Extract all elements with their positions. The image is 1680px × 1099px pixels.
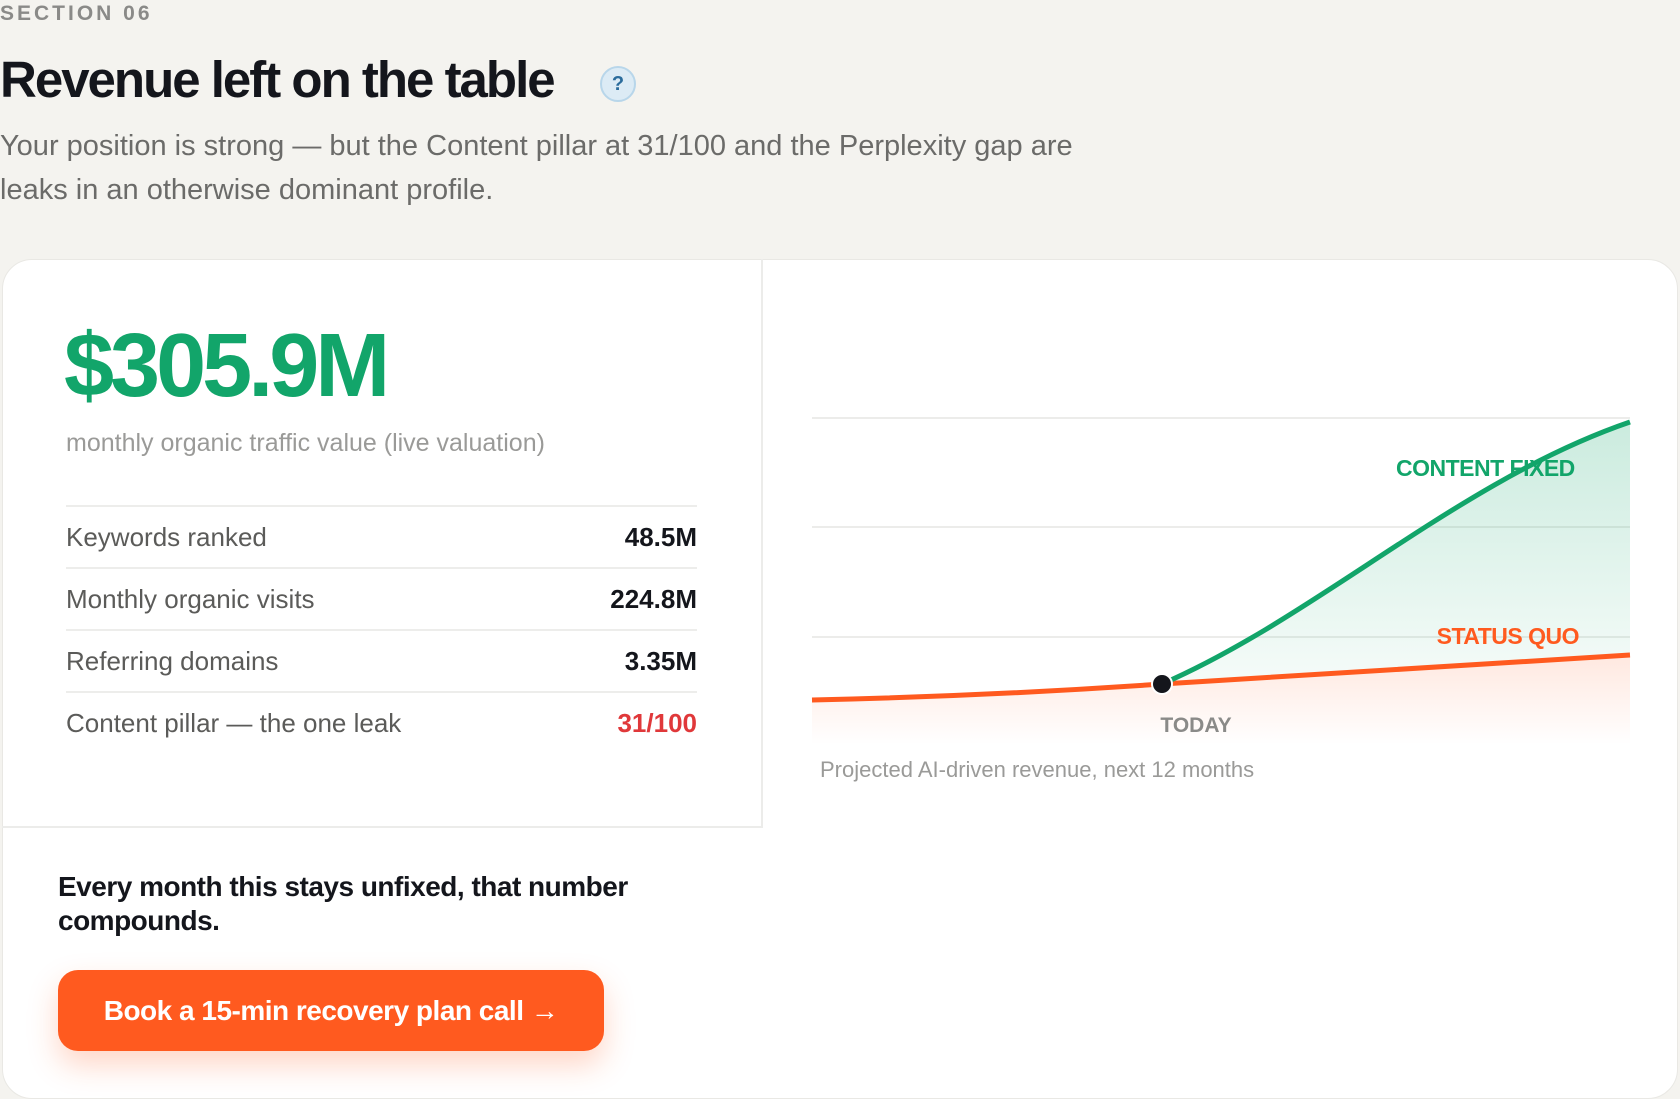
stat-value: 3.35M xyxy=(624,645,697,676)
stat-row: Referring domains 3.35M xyxy=(66,629,697,691)
subtitle: Your position is strong — but the Conten… xyxy=(0,130,1073,206)
cta-button[interactable]: Book a 15-min recovery plan call → xyxy=(58,970,604,1051)
stat-row: Keywords ranked 48.5M xyxy=(66,505,697,567)
headline-value: $305.9M xyxy=(64,316,390,416)
title: Revenue left on the table xyxy=(0,51,556,108)
left-panel xyxy=(2,259,763,828)
stat-label: Monthly organic visits xyxy=(66,583,315,614)
stat-label: Content pillar — the one leak xyxy=(66,707,402,738)
section-label: SECTION 06 xyxy=(0,2,153,25)
stat-value: 48.5M xyxy=(624,521,697,552)
headline-caption: monthly organic traffic value (live valu… xyxy=(66,429,545,457)
help-icon[interactable]: ? xyxy=(600,66,636,102)
cta-text: Every month this stays unfixed, that num… xyxy=(58,871,628,936)
stat-row: Content pillar — the one leak 31/100 xyxy=(66,691,697,753)
stat-value: 31/100 xyxy=(617,707,697,738)
stat-label: Referring domains xyxy=(66,645,279,676)
stat-value: 224.8M xyxy=(610,583,697,614)
stat-label: Keywords ranked xyxy=(66,521,267,552)
stat-row: Monthly organic visits 224.8M xyxy=(66,567,697,629)
